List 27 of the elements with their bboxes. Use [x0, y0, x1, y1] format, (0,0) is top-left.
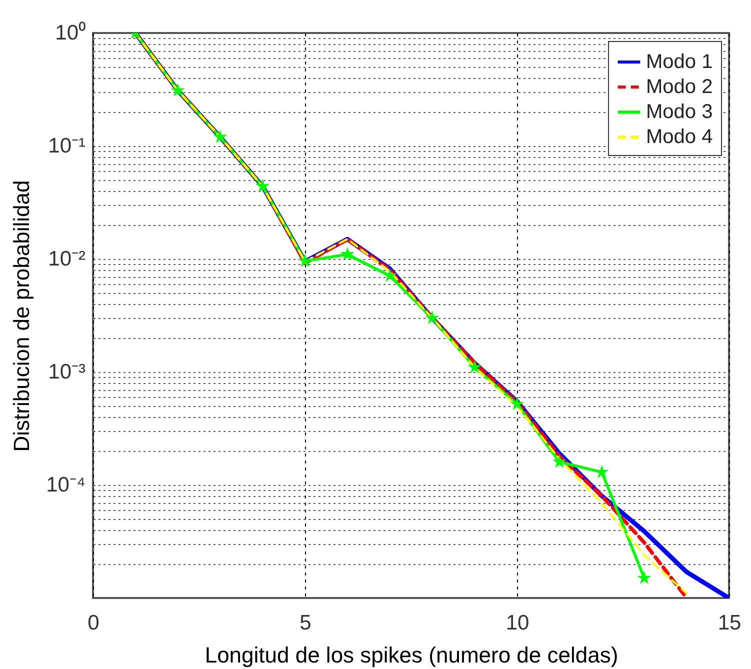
- legend-label: Modo 4: [646, 126, 713, 148]
- point: [638, 572, 650, 584]
- y-tick-label: 10⁻¹: [48, 134, 86, 158]
- x-axis-title: Longitud de los spikes (numero de celdas): [204, 642, 618, 668]
- y-tick-label: 10⁻²: [48, 248, 86, 270]
- point: [426, 312, 438, 324]
- x-tick-label: 15: [718, 612, 742, 634]
- legend-label: Modo 3: [646, 101, 713, 123]
- point: [299, 254, 311, 266]
- y-tick-label: 10⁻³: [48, 360, 86, 384]
- point: [256, 180, 269, 192]
- point: [596, 466, 608, 478]
- point: [468, 361, 481, 372]
- point: [214, 130, 226, 142]
- x-tick-label: 10: [506, 612, 530, 634]
- x-tick-label: 0: [88, 612, 100, 634]
- point: [384, 270, 396, 281]
- y-axis-title: Distribucion de probabilidad: [9, 180, 34, 452]
- legend-label: Modo 2: [646, 76, 713, 98]
- y-tick-label: 10⁰: [55, 22, 86, 44]
- point: [172, 84, 184, 96]
- x-tick-label: 5: [300, 612, 312, 634]
- legend-label: Modo 1: [646, 51, 713, 73]
- point: [341, 248, 354, 260]
- y-tick-label: 10⁻⁴: [46, 474, 86, 496]
- point: [553, 456, 566, 468]
- point: [511, 398, 523, 410]
